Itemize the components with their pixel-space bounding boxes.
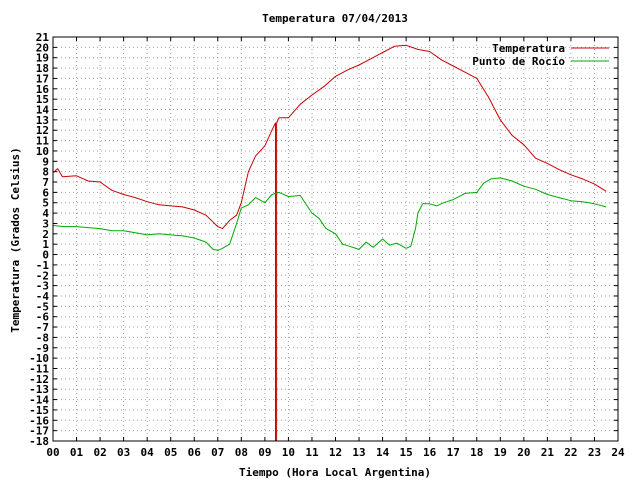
x-tick-label: 18: [470, 446, 483, 459]
series-line-punto-de-rocio: [52, 177, 607, 251]
x-tick-label: 20: [517, 446, 530, 459]
y-tick-label: -15: [29, 404, 49, 417]
y-tick-label: -18: [29, 435, 49, 448]
x-tick-label: 07: [211, 446, 224, 459]
y-tick-label: -2: [36, 269, 49, 282]
y-tick-label: -8: [36, 331, 49, 344]
y-tick-label: 10: [36, 145, 49, 158]
chart-title: Temperatura 07/04/2013: [262, 12, 408, 25]
y-axis-ticks: -18-17-16-15-14-13-12-11-10-9-8-7-6-5-4-…: [29, 31, 618, 448]
y-tick-label: -16: [29, 414, 49, 427]
y-tick-label: -10: [29, 352, 49, 365]
x-tick-label: 02: [93, 446, 106, 459]
y-tick-label: -4: [36, 290, 50, 303]
y-tick-label: 7: [42, 176, 49, 189]
x-axis-label: Tiempo (Hora Local Argentina): [239, 466, 431, 479]
y-tick-label: 1: [42, 238, 49, 251]
y-tick-label: -12: [29, 373, 49, 386]
y-tick-label: -1: [36, 259, 50, 272]
x-tick-label: 13: [352, 446, 365, 459]
y-tick-label: -11: [29, 362, 49, 375]
legend-label: Temperatura: [492, 42, 565, 55]
y-tick-label: 21: [36, 31, 50, 44]
y-tick-label: -3: [36, 280, 49, 293]
x-axis-ticks: 00 01 02 03 04 05 06 07 08 09 10 11 12 13 14 15 16 17 18 19…: [46, 37, 625, 459]
y-tick-label: 6: [42, 186, 49, 199]
x-tick-label: 01: [70, 446, 84, 459]
x-tick-label: 23: [588, 446, 601, 459]
y-tick-label: 11: [36, 135, 50, 148]
grid: [53, 37, 618, 441]
y-tick-label: 13: [36, 114, 49, 127]
y-tick-label: 2: [42, 228, 49, 241]
x-tick-label: 19: [494, 446, 507, 459]
y-tick-label: -13: [29, 383, 49, 396]
x-tick-label: 16: [423, 446, 437, 459]
y-tick-label: -6: [36, 311, 50, 324]
y-tick-label: -17: [29, 425, 49, 438]
y-tick-label: 16: [36, 83, 50, 96]
y-tick-label: 18: [36, 62, 49, 75]
y-axis-label: Temperatura (Grados Celsius): [9, 147, 22, 332]
y-tick-label: -14: [29, 394, 49, 407]
y-tick-label: 5: [42, 197, 49, 210]
x-tick-label: 11: [305, 446, 319, 459]
series-lines: [52, 44, 607, 442]
x-tick-label: 10: [282, 446, 295, 459]
y-tick-label: 15: [36, 93, 49, 106]
x-tick-label: 15: [400, 446, 413, 459]
series-line-temperatura: [52, 44, 607, 442]
y-tick-label: 14: [36, 104, 50, 117]
x-tick-label: 03: [117, 446, 130, 459]
x-tick-label: 14: [376, 446, 390, 459]
x-tick-label: 22: [564, 446, 577, 459]
y-tick-label: -7: [36, 321, 49, 334]
y-tick-label: 0: [42, 249, 49, 262]
y-tick-label: -5: [36, 300, 49, 313]
x-tick-label: 12: [329, 446, 342, 459]
x-tick-label: 05: [164, 446, 177, 459]
x-tick-label: 06: [188, 446, 202, 459]
legend-label: Punto de Rocío: [472, 55, 565, 68]
x-tick-label: 04: [141, 446, 155, 459]
y-tick-label: 19: [36, 52, 49, 65]
x-tick-label: 00: [46, 446, 59, 459]
y-tick-label: 20: [36, 41, 49, 54]
plot-frame: [52, 36, 619, 442]
y-tick-label: 9: [42, 155, 49, 168]
x-tick-label: 08: [235, 446, 248, 459]
y-tick-label: 12: [36, 124, 49, 137]
y-tick-label: 3: [42, 217, 49, 230]
x-tick-label: 21: [541, 446, 555, 459]
y-tick-label: 4: [42, 207, 49, 220]
x-tick-label: 17: [447, 446, 460, 459]
y-tick-label: 17: [36, 72, 49, 85]
x-tick-label: 09: [258, 446, 271, 459]
x-tick-label: 24: [611, 446, 625, 459]
y-tick-label: 8: [42, 166, 49, 179]
y-tick-label: -9: [36, 342, 49, 355]
